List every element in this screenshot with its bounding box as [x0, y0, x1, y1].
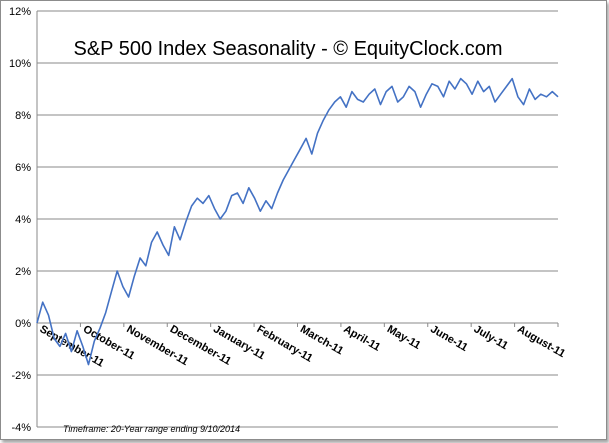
chart-title: S&P 500 Index Seasonality - © EquityCloc…	[73, 38, 502, 60]
y-tick-label: -4%	[11, 422, 31, 434]
x-tick-label: August-11	[515, 323, 567, 360]
x-axis-tick-labels: September-11October-11November-11Decembe…	[38, 323, 568, 369]
y-tick-label: 6%	[15, 162, 31, 174]
timeframe-footnote: Timeframe: 20-Year range ending 9/10/201…	[63, 424, 240, 434]
x-tick-label: April-11	[341, 323, 382, 354]
grid-lines	[37, 10, 558, 428]
axes	[36, 11, 559, 427]
series-line	[36, 77, 559, 366]
x-tick-label: May-11	[385, 323, 423, 352]
series-group	[36, 77, 559, 366]
y-tick-label: 0%	[15, 318, 31, 330]
y-tick-label: 12%	[9, 6, 31, 18]
y-tick-label: -2%	[11, 370, 31, 382]
x-tick-label: June-11	[428, 323, 469, 354]
y-tick-label: 10%	[9, 58, 31, 70]
y-tick-label: 8%	[15, 110, 31, 122]
y-tick-label: 4%	[15, 214, 31, 226]
x-tick-label: July-11	[472, 323, 510, 352]
y-tick-label: 2%	[15, 266, 31, 278]
y-axis-tick-labels: -4% -2% 0% 2% 4% 6% 8% 10% 12%	[9, 6, 31, 434]
